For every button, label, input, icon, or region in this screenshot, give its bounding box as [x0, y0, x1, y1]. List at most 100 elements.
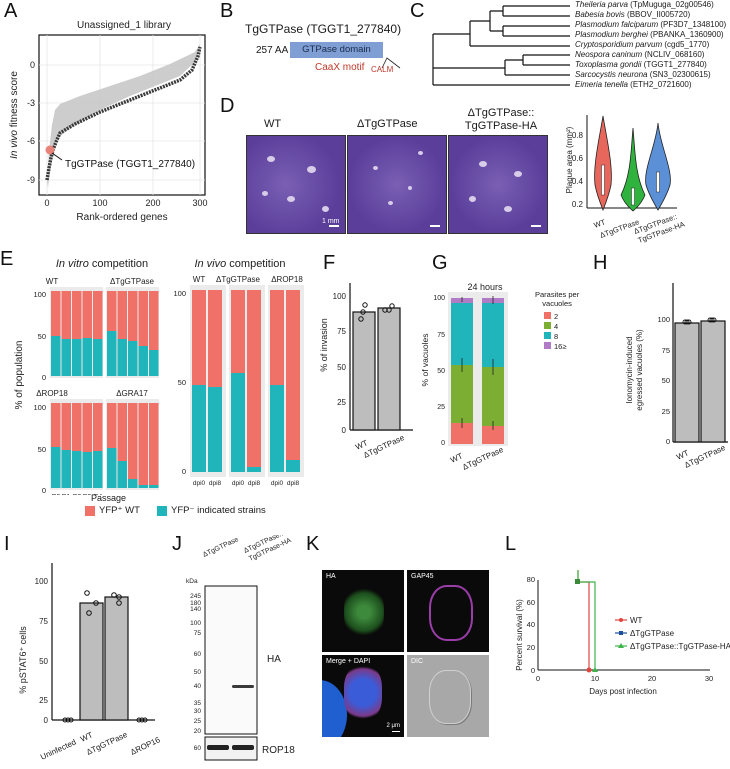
taxon-toxoplasma: Toxoplasma gondii (TGGT1_277840)	[575, 60, 707, 69]
svg-text:-6: -6	[27, 136, 35, 146]
svg-text:75: 75	[39, 617, 48, 626]
svg-text:30: 30	[705, 674, 713, 683]
legend-g-2: 2	[544, 312, 566, 322]
if-tile-ha: HA	[322, 570, 404, 652]
legend-l-wt: WT	[630, 616, 643, 625]
svg-text:0: 0	[42, 373, 46, 382]
western-blot: ΔTgGTPase ΔTgGTPase:: TgGTPase-HA kDa 24…	[186, 535, 295, 761]
svg-text:0.6: 0.6	[572, 154, 584, 163]
svg-text:% of invasion: % of invasion	[319, 318, 329, 372]
svg-text:50: 50	[38, 332, 46, 341]
svg-text:dpi0: dpi0	[271, 480, 284, 487]
legend-g-16: 16≥	[544, 342, 566, 352]
svg-text:ΔTgGTPase: ΔTgGTPase	[110, 277, 155, 286]
phylogenetic-tree	[432, 5, 570, 86]
panel-label-l: L	[505, 533, 517, 555]
caax-motif-label: CaaX motif	[315, 62, 365, 73]
protein-length: 257 AA	[256, 45, 289, 56]
svg-text:P1: P1	[62, 494, 71, 495]
taxon-babesia: Babesia bovis (BBOV_II005720)	[575, 10, 691, 19]
svg-text:ΔTgGTPase: ΔTgGTPase	[216, 275, 261, 284]
svg-text:60: 60	[527, 598, 535, 607]
svg-text:50: 50	[178, 378, 186, 387]
svg-text:% of vacuoles: % of vacuoles	[420, 334, 430, 387]
svg-text:50: 50	[38, 445, 46, 454]
svg-text:10: 10	[591, 674, 599, 683]
plaque-image-wt	[246, 135, 346, 234]
svg-text:egressed vacuoles (%): egressed vacuoles (%)	[635, 329, 644, 411]
svg-text:kDa: kDa	[186, 578, 198, 585]
scale-bar-label: 1 mm	[322, 218, 340, 225]
svg-text:25: 25	[437, 404, 445, 411]
calm-sequence: CALM	[371, 65, 394, 74]
svg-text:35: 35	[194, 700, 202, 707]
plaque-image-ko	[347, 135, 447, 234]
chart-a-title: Unassigned_1 library	[77, 20, 171, 31]
egress-bar-chart: Ionomycin-induced egressed vacuoles (%) …	[625, 283, 728, 470]
svg-text:ΔROP18: ΔROP18	[271, 275, 303, 284]
svg-text:100: 100	[190, 620, 201, 627]
svg-text:0: 0	[441, 440, 445, 447]
panel-label-f: F	[323, 252, 336, 274]
svg-text:In vivo fitness score: In vivo fitness score	[9, 71, 20, 159]
gene-name: TgGTPase (TGGT1_277840)	[245, 22, 402, 36]
svg-text:WT: WT	[193, 275, 206, 284]
svg-text:% of population: % of population	[14, 341, 25, 410]
svg-text:180: 180	[190, 600, 201, 607]
svg-text:P2: P2	[73, 494, 82, 495]
taxa-list: Theileria parva (TpMuguga_02g00546) Babe…	[575, 0, 726, 90]
svg-text:140: 140	[190, 606, 201, 613]
svg-text:100: 100	[33, 403, 46, 412]
svg-text:dpi8: dpi8	[209, 480, 222, 487]
svg-text:75: 75	[337, 327, 346, 336]
legend-l-ko: ΔTgGTPase	[630, 629, 675, 638]
taxon-pberghei: Plasmodium berghei (PBANKA_1360900)	[575, 30, 724, 39]
panel-label-b: B	[220, 0, 234, 22]
legend-g-4: 4	[544, 322, 566, 332]
taxon-pfalciparum: Plasmodium falciparum (PF3D7_1348100)	[575, 20, 727, 29]
tggtpase-annotation: TgGTPase (TGGT1_277840)	[65, 159, 195, 170]
svg-text:50: 50	[194, 669, 202, 676]
panel-label-i: I	[4, 533, 10, 555]
svg-text:50: 50	[39, 657, 48, 666]
svg-text:0: 0	[666, 437, 670, 446]
svg-text:ΔROP16: ΔROP16	[129, 735, 162, 757]
svg-text:25: 25	[337, 398, 346, 407]
svg-text:100: 100	[35, 577, 49, 586]
svg-text:WT: WT	[79, 730, 94, 743]
svg-text:20: 20	[648, 674, 656, 683]
svg-text:Uninfected: Uninfected	[39, 737, 77, 761]
taxon-sarcocystis: Sarcocystis neurona (SN3_02300615)	[575, 70, 711, 79]
svg-text:30: 30	[194, 708, 202, 715]
svg-text:WT: WT	[46, 277, 59, 286]
panel-label-g: G	[432, 252, 448, 274]
legend-g-title: Parasites per vacuoles	[535, 290, 580, 308]
plaque-area-violin-chart: Plaque area (mm²) 0.80.60.40.2 WT ΔTgGTP…	[565, 115, 686, 245]
svg-text:300: 300	[192, 198, 207, 208]
taxon-cryptosporidium: Cryptosporidium parvum (cgd5_1770)	[575, 40, 710, 49]
legend-l-comp: ΔTgGTPase::TgGTPase-HA	[630, 642, 730, 651]
svg-text:50: 50	[337, 363, 346, 372]
panel-label-d: D	[220, 95, 235, 117]
svg-text:-9: -9	[27, 175, 35, 185]
legend-g: 2 4 8 16≥	[544, 312, 566, 352]
svg-text:dpi8: dpi8	[248, 480, 261, 487]
svg-text:P0: P0	[52, 494, 61, 495]
plaque-title-wt: WT	[264, 118, 282, 130]
panel-label-e: E	[0, 248, 14, 270]
taxon-theileria: Theileria parva (TpMuguga_02g00546)	[575, 0, 714, 9]
plaque-title-ko: ΔTgGTPase	[357, 118, 418, 130]
svg-text:75: 75	[662, 346, 670, 355]
svg-text:0: 0	[342, 426, 347, 435]
svg-text:25: 25	[39, 696, 48, 705]
svg-text:ΔTgGTPase: ΔTgGTPase	[461, 445, 505, 472]
svg-text:200: 200	[145, 198, 160, 208]
legend-yfp-strains: YFP⁻ indicated strains	[157, 505, 266, 516]
svg-text:ΔGRA17: ΔGRA17	[116, 389, 148, 398]
svg-text:25: 25	[194, 718, 202, 725]
panel-label-j: J	[172, 533, 182, 555]
legend-swatch-red	[85, 505, 95, 516]
svg-text:0: 0	[42, 486, 46, 495]
panel-label-k: K	[306, 533, 320, 555]
